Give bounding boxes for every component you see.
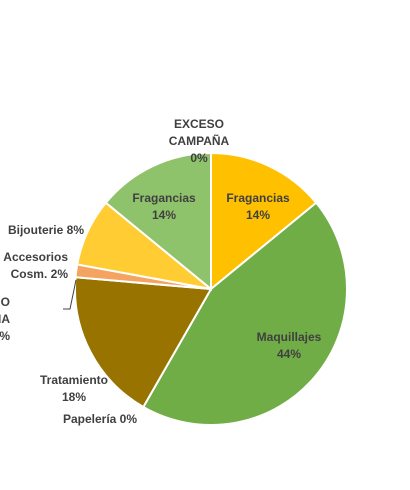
data-label-fragancias-7: Fragancias 14% — [132, 191, 196, 222]
data-label-no-campaña-4: NOCAMPAÑA0% — [0, 295, 10, 343]
pie-slice-maquillajes-1 — [141, 201, 348, 426]
data-label-fragancias-0: Fragancias 14% — [226, 191, 290, 222]
data-label-accesorios-cosm--5: Accesorios Cosm. 2% — [3, 250, 68, 281]
leader-line-no-campana — [63, 279, 77, 310]
leader-lines — [63, 279, 77, 310]
data-label-maquillajes-1: Maquillajes 44% — [257, 330, 322, 361]
pie-slices — [74, 151, 348, 426]
data-label-tratamiento-3: Tratamiento 18% — [40, 373, 108, 404]
data-label-papelería-2: Papelería 0% — [63, 412, 137, 426]
pie-slice-fragancias-7 — [104, 151, 212, 292]
data-label-bijouterie-6: Bijouterie 8% — [8, 223, 84, 237]
pie-slice-fragancias-0 — [210, 151, 318, 292]
data-label-exceso-campaña-8: EXCESO CAMPAÑA 0% — [169, 117, 230, 165]
data-labels: Fragancias 14% Maquillajes 44% Papelería 0% T… — [0, 117, 322, 426]
pie-slice-tratamiento-3 — [74, 276, 213, 409]
